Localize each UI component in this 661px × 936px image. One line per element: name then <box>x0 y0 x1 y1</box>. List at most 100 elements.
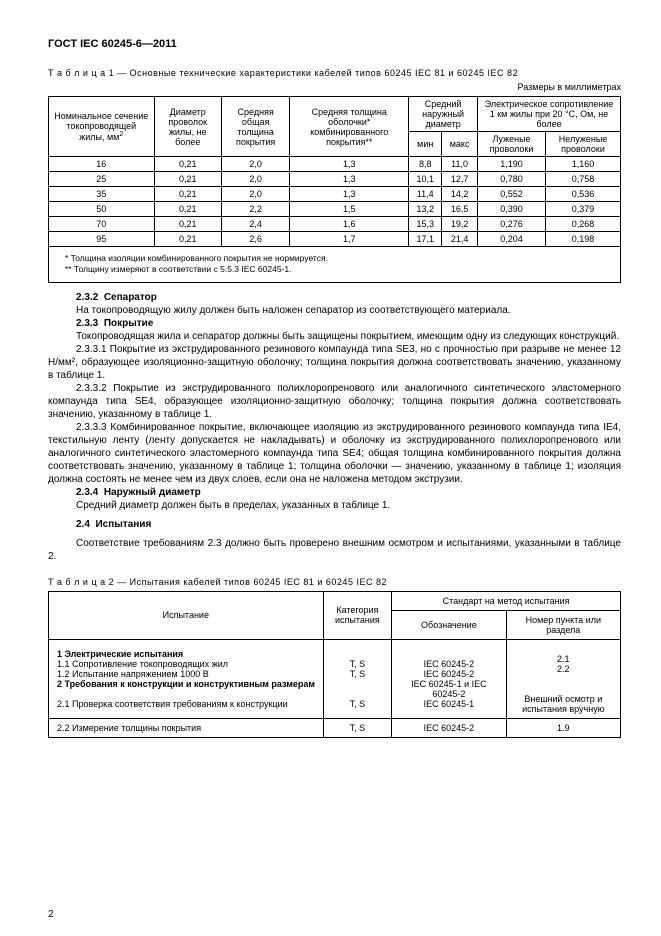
cell: 0,204 <box>477 232 545 247</box>
section-2331: 2.3.3.1 Покрытие из экструдированного ре… <box>48 343 621 382</box>
section-2332: 2.3.3.2 Покрытие из экструдированного по… <box>48 382 621 421</box>
table1-header-untinned: Нелуженые проволоки <box>546 132 621 157</box>
cell: 1,190 <box>477 157 545 172</box>
cell: 16 <box>49 157 155 172</box>
cell: 0,21 <box>154 232 221 247</box>
cell: 0,21 <box>154 172 221 187</box>
cell: 95 <box>49 232 155 247</box>
table2-r11-cl: 2.1 <box>513 654 614 664</box>
table2-r1-title: 1 Электрические испытания <box>57 649 183 659</box>
table2-r21-std: IEC 60245-1 <box>398 699 499 709</box>
section-233-num: 2.3.3 <box>76 318 98 329</box>
cell: 0,276 <box>477 217 545 232</box>
cell: 0,758 <box>546 172 621 187</box>
cell: 25 <box>49 172 155 187</box>
cell: 0,390 <box>477 202 545 217</box>
table1-caption-text: — Основные технические характеристики ка… <box>114 68 518 78</box>
table-row: 350,212,01,311,414,20,5520,536 <box>49 187 621 202</box>
table-row: 2.2 Измерение толщины покрытия T, S IEC … <box>49 718 621 737</box>
table2-r21-cl: Внешний осмотр и испытания вручную <box>513 694 614 714</box>
cell: 19,2 <box>442 217 478 232</box>
cell: 70 <box>49 217 155 232</box>
cell: 14,2 <box>442 187 478 202</box>
table-row: 950,212,61,717,121,40,2040,198 <box>49 232 621 247</box>
table2-tests: Испытание Категория испытания Стандарт н… <box>48 591 621 738</box>
section-232: 2.3.2 Сепаратор На токопроводящую жилу д… <box>48 291 621 563</box>
cell: 17,1 <box>409 232 442 247</box>
cell: 2,0 <box>221 187 289 202</box>
table2-r12-std: IEC 60245-2 <box>398 669 499 679</box>
table2-caption-text: — Испытания кабелей типов 60245 IEC 81 и… <box>114 577 387 587</box>
cell: 8,8 <box>409 157 442 172</box>
table2-header-clause: Номер пункта или раздела <box>506 610 620 639</box>
table2-header-designation: Обозначение <box>392 610 506 639</box>
cell: 1,3 <box>290 172 409 187</box>
cell: 0,552 <box>477 187 545 202</box>
table2-caption-label: Т а б л и ц а <box>48 577 106 587</box>
table1-footnotes: * Толщина изоляции комбинированного покр… <box>48 247 621 283</box>
table-row: 250,212,01,310,112,70,7800,758 <box>49 172 621 187</box>
table1-header-diameter: Диаметр проволок жилы, не более <box>154 97 221 157</box>
table1-caption-label: Т а б л и ц а <box>48 68 106 78</box>
table2-header-test: Испытание <box>49 591 324 639</box>
section-232-title: Сепаратор <box>104 292 157 303</box>
section-24-num: 2.4 <box>76 519 90 530</box>
cell: 12,7 <box>442 172 478 187</box>
cell: 10,1 <box>409 172 442 187</box>
table1-header-min: мин <box>409 132 442 157</box>
cell: 0,268 <box>546 217 621 232</box>
table2-header-standard: Стандарт на метод испытания <box>392 591 621 610</box>
cell: 0,21 <box>154 157 221 172</box>
table2-r22-std: IEC 60245-2 <box>392 718 506 737</box>
cell: 0,780 <box>477 172 545 187</box>
document-page: ГОСТ IEC 60245-6—2011 Т а б л и ц а 1 — … <box>0 0 661 936</box>
section-233-title: Покрытие <box>104 318 154 329</box>
table1-units-note: Размеры в миллиметрах <box>48 82 621 92</box>
cell: 11,4 <box>409 187 442 202</box>
cell: 1,3 <box>290 157 409 172</box>
table2-r12: 1.2 Испытание напряжением 1000 В <box>57 669 317 679</box>
table-row: 700,212,41,615,319,20,2760,268 <box>49 217 621 232</box>
table1-header-nominal-text: Номинальное сечение токопроводящей жилы,… <box>54 111 148 142</box>
cell: 1,160 <box>546 157 621 172</box>
table2-r11: 1.1 Сопротивление токопроводящих жил <box>57 659 317 669</box>
cell: 0,21 <box>154 217 221 232</box>
section-233-intro: Токопроводящая жила и сепаратор должны б… <box>48 330 621 343</box>
section-232-num: 2.3.2 <box>76 292 98 303</box>
cell: 0,536 <box>546 187 621 202</box>
cell: 2,0 <box>221 172 289 187</box>
cell: 50 <box>49 202 155 217</box>
table1-header-mid-sheath: Средняя толщина оболочки* комбинированно… <box>290 97 409 157</box>
table2-r2-title: 2 Требования к конструкции и конструктив… <box>57 679 315 689</box>
cell: 2,0 <box>221 157 289 172</box>
cell: 0,379 <box>546 202 621 217</box>
table1-header-mid-total: Средняя общая толщина покрытия <box>221 97 289 157</box>
table1-header-nominal: Номинальное сечение токопроводящей жилы,… <box>49 97 155 157</box>
cell: 0,21 <box>154 202 221 217</box>
cell: 1,3 <box>290 187 409 202</box>
table-row: 500,212,21,513,216,50,3900,379 <box>49 202 621 217</box>
table1-header-outer: Средний наружный диаметр <box>409 97 478 132</box>
section-232-text: На токопроводящую жилу должен быть налож… <box>48 304 621 317</box>
cell: 0,21 <box>154 187 221 202</box>
section-234-title: Наружный диаметр <box>104 487 201 498</box>
table1-characteristics: Номинальное сечение токопроводящей жилы,… <box>48 96 621 247</box>
table2-r2-std-extra: IEC 60245-1 и IEC 60245-2 <box>398 679 499 699</box>
cell: 11,0 <box>442 157 478 172</box>
table2-r22-cat: T, S <box>323 718 392 737</box>
table2-header-category: Категория испытания <box>323 591 392 639</box>
cell: 15,3 <box>409 217 442 232</box>
table1-header-resistance: Электрическое сопротивление 1 км жилы пр… <box>477 97 620 132</box>
section-234-num: 2.3.4 <box>76 487 98 498</box>
cell: 2,4 <box>221 217 289 232</box>
section-2333: 2.3.3.3 Комбинированное покрытие, включа… <box>48 421 621 486</box>
table2-r12-cat: T, S <box>330 669 386 679</box>
table2-r21: 2.1 Проверка соответствия требованиям к … <box>57 699 317 709</box>
cell: 16,5 <box>442 202 478 217</box>
cell: 13,2 <box>409 202 442 217</box>
cell: 21,4 <box>442 232 478 247</box>
page-number: 2 <box>48 909 54 920</box>
table2-r22: 2.2 Измерение толщины покрытия <box>49 718 324 737</box>
cell: 1,7 <box>290 232 409 247</box>
table1-caption: Т а б л и ц а 1 — Основные технические х… <box>48 68 621 78</box>
